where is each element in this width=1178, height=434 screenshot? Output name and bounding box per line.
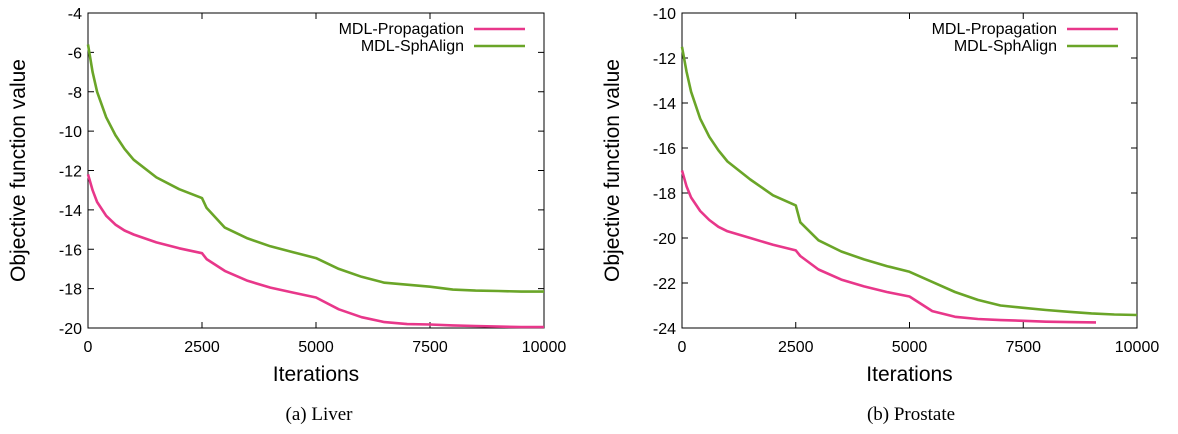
chart-prostate: -10 -12 -14 -16 -18 -20 -22 -240 2500 5000 7500 100… bbox=[601, 6, 1159, 386]
x-tick-label: 2500 bbox=[778, 339, 814, 356]
y-tick-label: -14 bbox=[59, 203, 82, 220]
series-line-mdl-propagation bbox=[680, 170, 1097, 324]
y-tick-label: -16 bbox=[59, 242, 82, 259]
y-tick-label: -10 bbox=[653, 6, 676, 23]
legend-label: MDL-SphAlign bbox=[361, 38, 464, 55]
y-axis-label: Objective function value bbox=[7, 59, 30, 282]
x-tick-label: 0 bbox=[84, 339, 93, 356]
y-tick-label: -22 bbox=[653, 276, 676, 293]
plot-frame bbox=[87, 12, 545, 329]
y-tick-label: -20 bbox=[653, 231, 676, 248]
y-tick-label: -8 bbox=[68, 85, 82, 102]
y-tick-label: -12 bbox=[59, 164, 82, 181]
legend-label: MDL-SphAlign bbox=[954, 38, 1057, 55]
x-tick-label: 7500 bbox=[412, 339, 448, 356]
y-tick-label: -10 bbox=[59, 124, 82, 141]
series-line-mdl-sphalign bbox=[680, 46, 1138, 317]
y-axis-label: Objective function value bbox=[601, 59, 624, 282]
x-tick-label: 10000 bbox=[522, 339, 567, 356]
y-tick-label: -24 bbox=[653, 321, 676, 338]
y-tick-label: -4 bbox=[68, 6, 82, 23]
x-axis-label: Iterations bbox=[273, 363, 359, 386]
plot-frame bbox=[681, 12, 1138, 329]
y-tick-label: -12 bbox=[653, 51, 676, 68]
x-tick-label: 2500 bbox=[184, 339, 220, 356]
caption-a: (a) Liver bbox=[285, 404, 353, 425]
x-axis-label: Iterations bbox=[866, 363, 952, 386]
y-tick-label: -20 bbox=[59, 321, 82, 338]
y-tick-label: -18 bbox=[653, 186, 676, 203]
legend-label: MDL-Propagation bbox=[339, 21, 464, 38]
chart-liver: -4 -6 -8 -10 -12 -14 -16 -18 -200 2500 5000 7500 100… bbox=[7, 6, 566, 386]
caption-b: (b) Prostate bbox=[866, 404, 956, 425]
legend-label: MDL-Propagation bbox=[932, 21, 1057, 38]
x-tick-label: 5000 bbox=[892, 339, 928, 356]
x-tick-label: 0 bbox=[678, 339, 687, 356]
x-tick-label: 10000 bbox=[1115, 339, 1160, 356]
y-tick-label: -16 bbox=[653, 141, 676, 158]
y-tick-label: -6 bbox=[68, 45, 82, 62]
series-line-mdl-sphalign bbox=[86, 44, 544, 293]
x-tick-label: 7500 bbox=[1005, 339, 1041, 356]
y-tick-label: -14 bbox=[653, 96, 676, 113]
y-tick-label: -18 bbox=[59, 282, 82, 299]
series-line-mdl-propagation bbox=[86, 174, 544, 329]
x-tick-label: 5000 bbox=[298, 339, 334, 356]
